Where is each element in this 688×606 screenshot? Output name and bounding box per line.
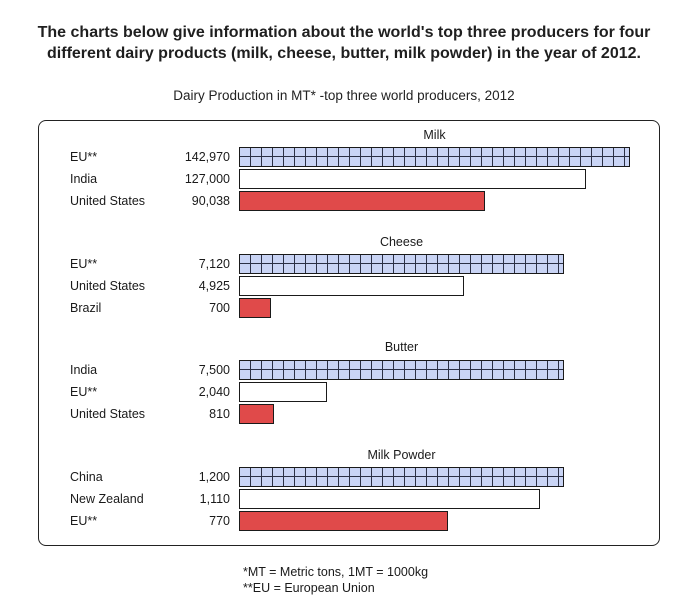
category-label: Brazil (70, 301, 102, 315)
chart-title: Milk (423, 128, 446, 142)
heading-line-1: The charts below give information about … (37, 24, 651, 41)
category-label: United States (70, 279, 146, 293)
category-label: India (70, 363, 98, 377)
bar (239, 276, 464, 296)
chart-subtitle: Dairy Production in MT* -top three world… (173, 88, 515, 103)
bar (239, 191, 485, 211)
category-label: New Zealand (70, 492, 144, 506)
value-label: 1,110 (199, 492, 230, 506)
footnote-eu: **EU = European Union (243, 581, 375, 595)
page-heading: The charts below give information about … (20, 22, 668, 64)
category-label: United States (70, 194, 146, 208)
value-label: 770 (209, 514, 230, 528)
category-label: United States (70, 407, 146, 421)
value-label: 4,925 (198, 279, 230, 293)
value-label: 7,500 (198, 363, 230, 377)
bar (239, 489, 540, 509)
value-label: 810 (209, 407, 230, 421)
bar (239, 382, 327, 402)
bar (239, 254, 564, 274)
category-label: EU** (70, 514, 98, 528)
category-label: India (70, 172, 98, 186)
bar (239, 360, 564, 380)
category-label: EU** (70, 257, 98, 271)
value-label: 142,970 (184, 150, 230, 164)
value-label: 127,000 (184, 172, 230, 186)
bar (239, 147, 630, 167)
footnote-mt: *MT = Metric tons, 1MT = 1000kg (243, 565, 429, 579)
bar (239, 511, 448, 531)
bar (239, 169, 586, 189)
value-label: 7,120 (198, 257, 230, 271)
bar (239, 298, 271, 318)
heading-line-2: different dairy products (milk, cheese, … (47, 45, 641, 62)
value-label: 90,038 (191, 194, 230, 208)
chart-title: Milk Powder (367, 448, 436, 462)
bar (239, 467, 564, 487)
category-label: EU** (70, 150, 98, 164)
value-label: 1,200 (198, 470, 230, 484)
charts-panel (38, 120, 660, 546)
category-label: EU** (70, 385, 98, 399)
value-label: 2,040 (198, 385, 230, 399)
value-label: 700 (209, 301, 230, 315)
bar (239, 404, 274, 424)
chart-title: Butter (384, 340, 419, 354)
footnotes: *MT = Metric tons, 1MT = 1000kg **EU = E… (243, 564, 428, 596)
category-label: China (70, 470, 103, 484)
chart-title: Cheese (379, 235, 424, 249)
